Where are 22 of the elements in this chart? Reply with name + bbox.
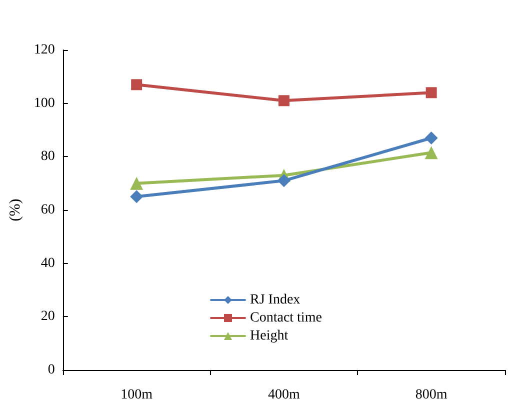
y-tick-label: 60 bbox=[40, 202, 55, 218]
x-tick-label: 800m bbox=[415, 388, 448, 402]
point bbox=[278, 95, 290, 106]
point bbox=[131, 79, 142, 90]
y-tick-label: 120 bbox=[34, 42, 55, 58]
y-tick-label: 0 bbox=[48, 362, 55, 378]
x-tick-label: 100m bbox=[120, 388, 153, 402]
point bbox=[424, 132, 438, 144]
point bbox=[277, 174, 290, 188]
y-tick-label: 100 bbox=[34, 96, 55, 111]
x-tick-label: 400m bbox=[268, 388, 300, 402]
y-tick-label: 40 bbox=[40, 256, 55, 271]
point bbox=[426, 87, 437, 98]
point bbox=[130, 176, 144, 190]
point bbox=[424, 146, 438, 160]
y-tick-label: 80 bbox=[40, 149, 55, 164]
legend-label: Height bbox=[250, 328, 288, 344]
y-axis-title: (%) bbox=[8, 198, 24, 222]
legend-label: RJ Index bbox=[250, 292, 300, 308]
point bbox=[130, 190, 144, 204]
legend-label: Contact time bbox=[250, 310, 322, 326]
y-tick-label: 20 bbox=[40, 309, 55, 324]
